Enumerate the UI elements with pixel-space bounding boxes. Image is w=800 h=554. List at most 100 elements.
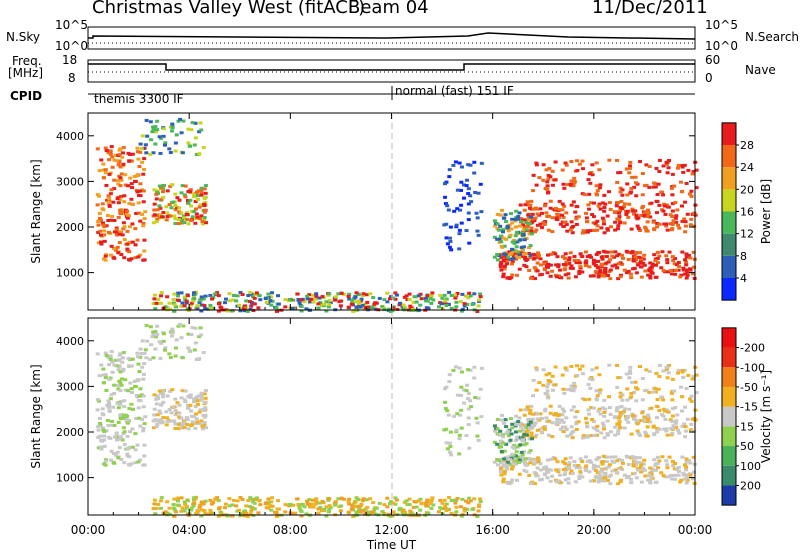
velocity-cell	[126, 389, 131, 393]
velocity-cell	[616, 376, 621, 380]
power-cell	[464, 184, 469, 188]
velocity-cell	[440, 512, 445, 516]
power-cell	[501, 228, 506, 232]
power-cell	[499, 255, 504, 259]
velocity-cell	[199, 419, 204, 423]
power-cell	[599, 274, 604, 278]
velocity-cell	[189, 506, 194, 510]
power-cell	[356, 293, 361, 297]
power-cell	[179, 131, 184, 135]
power-cell	[591, 221, 596, 225]
power-cell	[135, 190, 140, 194]
power-cell	[595, 219, 600, 223]
power-cell	[524, 225, 529, 229]
power-cell	[109, 244, 114, 248]
velocity-cell	[359, 502, 364, 506]
power-cell	[429, 294, 434, 298]
power-cell	[544, 211, 549, 215]
power-cell	[648, 215, 653, 219]
power-cell	[674, 214, 679, 218]
power-cell	[513, 217, 518, 221]
velocity-cell	[608, 482, 613, 486]
power-cell	[196, 304, 201, 308]
power-cell	[353, 300, 358, 304]
power-cell	[566, 276, 571, 280]
power-cell	[120, 155, 125, 159]
power-cell	[530, 212, 535, 216]
power-cell	[640, 172, 645, 176]
power-cell	[169, 206, 174, 210]
power-cell	[338, 304, 343, 308]
velocity-cell	[600, 406, 605, 410]
power-cell	[317, 296, 322, 300]
velocity-cell	[380, 510, 385, 514]
power-cell	[498, 265, 503, 269]
velocity-cell	[106, 424, 111, 428]
velocity-cell	[506, 431, 511, 435]
velocity-cell	[186, 332, 191, 336]
velocity-cell	[159, 391, 164, 395]
power-cell	[431, 298, 436, 302]
power-cell	[198, 217, 203, 221]
power-cell	[548, 263, 553, 267]
power-cell	[648, 276, 653, 280]
power-cell	[189, 303, 194, 307]
power-cell	[103, 171, 108, 175]
velocity-cell	[564, 428, 569, 432]
velocity-cell	[607, 406, 612, 410]
velocity-cell	[385, 505, 390, 509]
power-cell	[454, 305, 459, 309]
power-cell	[655, 261, 660, 265]
power-cell	[529, 226, 534, 230]
velocity-cell	[119, 377, 124, 381]
velocity-cell	[513, 430, 518, 434]
power-cell	[680, 250, 685, 254]
velocity-cell	[122, 399, 127, 403]
power-cell	[474, 211, 479, 215]
power-cell	[99, 233, 104, 237]
power-cell	[569, 264, 574, 268]
power-cell	[670, 209, 675, 213]
velocity-cell	[457, 433, 462, 437]
velocity-cell	[448, 445, 453, 449]
velocity-cell	[609, 430, 614, 434]
y-tick-label: 1000	[56, 472, 84, 485]
velocity-cell	[193, 405, 198, 409]
power-cell	[313, 297, 318, 301]
power-cell	[152, 213, 157, 217]
power-cell	[516, 215, 521, 219]
power-cell	[600, 216, 605, 220]
velocity-cell	[688, 461, 693, 465]
power-cell	[350, 300, 355, 304]
power-cell	[459, 180, 464, 184]
power-cell	[662, 222, 667, 226]
velocity-cell	[632, 390, 637, 394]
velocity-cell	[181, 324, 186, 328]
power-cell	[114, 159, 119, 163]
power-cell	[464, 229, 469, 233]
power-cell	[100, 202, 105, 206]
velocity-cell	[195, 402, 200, 406]
power-cell	[152, 208, 157, 212]
velocity-cell	[574, 466, 579, 470]
velocity-cell	[572, 463, 577, 467]
velocity-cell	[556, 468, 561, 472]
velocity-cell	[519, 422, 524, 426]
velocity-cell	[196, 509, 201, 513]
power-cell	[172, 214, 177, 218]
power-cell	[568, 228, 573, 232]
power-cell	[681, 266, 686, 270]
velocity-cell	[168, 389, 173, 393]
velocity-cell	[694, 391, 699, 395]
power-cell	[538, 207, 543, 211]
velocity-cell	[603, 407, 608, 411]
colorbar-segment	[722, 426, 736, 447]
velocity-cell	[175, 503, 180, 507]
velocity-cell	[557, 473, 562, 477]
power-cell	[631, 257, 636, 261]
power-cell	[603, 266, 608, 270]
velocity-cell	[638, 365, 643, 369]
power-cell	[182, 217, 187, 221]
velocity-cell	[314, 499, 319, 503]
power-cell	[112, 230, 117, 234]
